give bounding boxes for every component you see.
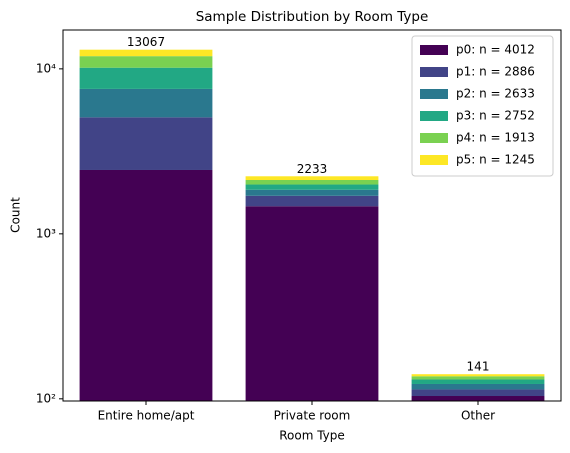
y-tick-label: 10⁴	[36, 61, 56, 75]
bar-segment	[79, 169, 213, 401]
bar-segment	[411, 374, 545, 377]
legend-swatch	[420, 133, 448, 143]
legend-label: p2: n = 2633	[456, 87, 535, 101]
legend-swatch	[420, 67, 448, 77]
y-tick-label: 10²	[36, 391, 56, 405]
bar-segment	[79, 88, 213, 118]
bar-segment	[245, 184, 379, 190]
legend-label: p1: n = 2886	[456, 65, 535, 79]
bar-segment	[411, 383, 545, 390]
bar-segment	[245, 206, 379, 401]
total-label: 2233	[297, 162, 328, 176]
legend-label: p3: n = 2752	[456, 109, 535, 123]
bar-segment	[79, 117, 213, 170]
bar-segment	[79, 67, 213, 89]
bar-segment	[245, 176, 379, 180]
legend-label: p4: n = 1913	[456, 131, 535, 145]
bar-segment	[79, 56, 213, 68]
x-axis-label: Room Type	[279, 429, 345, 443]
bar-segment	[245, 179, 379, 185]
legend-label: p0: n = 4012	[456, 43, 535, 57]
bar-segment	[245, 195, 379, 207]
y-axis-label: Count	[9, 197, 23, 233]
bar-segment	[411, 376, 545, 380]
legend-label: p5: n = 1245	[456, 153, 535, 167]
bar-segment	[411, 389, 545, 397]
bar-segment	[411, 396, 545, 401]
bar-segment	[79, 49, 213, 57]
x-tick-label: Private room	[274, 409, 351, 423]
bar-segment	[245, 189, 379, 196]
bar-segment	[411, 379, 545, 384]
chart-title: Sample Distribution by Room Type	[196, 9, 429, 25]
legend-swatch	[420, 111, 448, 121]
total-label: 141	[467, 360, 490, 374]
x-tick-label: Entire home/apt	[98, 409, 195, 423]
y-tick-label: 10³	[36, 226, 56, 240]
legend-swatch	[420, 89, 448, 99]
plot-frame	[62, 29, 562, 402]
x-tick-label: Other	[461, 409, 495, 423]
legend-swatch	[420, 155, 448, 165]
total-label: 13067	[127, 35, 165, 49]
legend-swatch	[420, 45, 448, 55]
